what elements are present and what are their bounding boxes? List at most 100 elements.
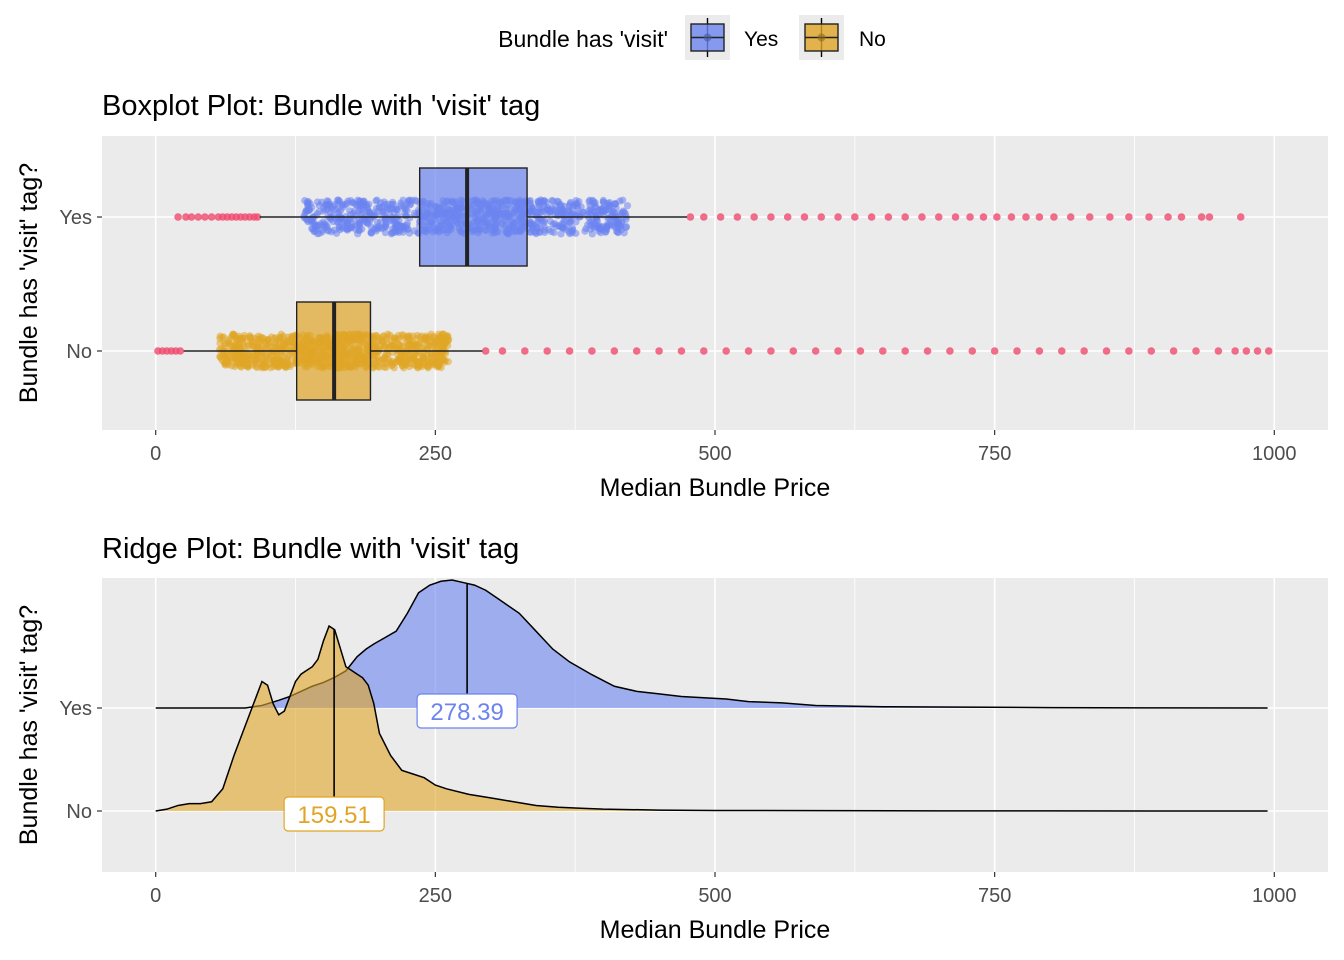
jitter-point <box>271 340 279 348</box>
outlier-point <box>565 347 574 355</box>
jitter-point <box>575 197 583 206</box>
jitter-point <box>564 207 572 215</box>
jitter-point <box>557 230 565 238</box>
x-tick-label: 250 <box>419 443 452 465</box>
jitter-point <box>390 336 399 344</box>
jitter-point <box>419 355 427 363</box>
jitter-point <box>370 359 378 367</box>
box-yes <box>418 167 528 267</box>
outlier-point <box>789 347 798 355</box>
jitter-point <box>537 197 546 205</box>
y-tick-label: No <box>66 801 92 823</box>
outlier-point <box>700 213 708 221</box>
ridge-title: Ridge Plot: Bundle with 'visit' tag <box>102 533 519 565</box>
jitter-point <box>623 202 632 210</box>
outlier-point <box>1013 347 1021 355</box>
jitter-point <box>216 353 224 361</box>
jitter-point <box>348 220 356 229</box>
outlier-point <box>182 213 190 221</box>
jitter-point <box>373 332 381 340</box>
median-label-box <box>416 693 518 729</box>
outlier-point <box>1035 213 1044 221</box>
outlier-point <box>1231 347 1239 355</box>
jitter-point <box>324 227 333 235</box>
outlier-point <box>834 213 842 221</box>
jitter-point <box>400 364 408 372</box>
jitter-point <box>535 208 543 216</box>
jitter-point <box>265 339 273 347</box>
jitter-point <box>402 212 410 220</box>
outlier-point <box>1080 347 1088 355</box>
jitter-point <box>349 209 358 217</box>
outlier-point <box>700 347 708 355</box>
jitter-point <box>572 212 580 220</box>
jitter-point <box>267 364 275 372</box>
ridge-x-axis-label: Median Bundle Price <box>600 916 831 944</box>
jitter-point <box>606 198 614 207</box>
jitter-point <box>384 200 392 208</box>
jitter-point <box>336 206 345 215</box>
jitter-point <box>527 220 535 228</box>
x-tick-label: 500 <box>698 443 731 465</box>
boxplot-y-ticks: Yes No <box>59 207 102 363</box>
jitter-point <box>541 228 549 237</box>
outlier-point <box>934 213 943 221</box>
outlier-point <box>918 213 926 221</box>
ridge-y-ticks: Yes No <box>59 698 102 823</box>
jitter-point <box>429 358 437 366</box>
outlier-point <box>968 347 977 355</box>
outlier-point <box>1102 347 1111 355</box>
jitter-point <box>315 208 323 216</box>
x-tick-label: 750 <box>978 885 1011 907</box>
jitter-point <box>557 201 565 209</box>
outlier-point <box>1253 347 1262 355</box>
jitter-point <box>389 200 397 208</box>
jitter-point <box>258 341 267 349</box>
jitter-point <box>418 332 426 340</box>
outlier-point <box>1147 347 1156 355</box>
outlier-point <box>867 213 876 221</box>
ridge-outline-no <box>155 624 1268 812</box>
outliers-no <box>154 347 1273 355</box>
outlier-point <box>1145 213 1153 221</box>
jitter-point <box>413 340 422 349</box>
outlier-point <box>1066 213 1075 221</box>
jitter-point <box>541 203 549 211</box>
jitter-point <box>619 196 627 204</box>
jitter-point <box>382 219 391 227</box>
median-label: 159.51 <box>297 802 370 829</box>
jitter-point <box>251 342 259 351</box>
jitter-point <box>273 362 281 370</box>
outlier-point <box>1125 347 1133 355</box>
jitter-point <box>252 362 260 371</box>
jitter-point <box>354 230 362 238</box>
jitter-point <box>595 224 604 233</box>
outlier-point <box>686 213 695 221</box>
jitter-point <box>253 350 261 358</box>
x-tick-label: 500 <box>698 885 731 907</box>
jitter-point <box>331 205 339 214</box>
outlier-point <box>1125 213 1133 221</box>
jitter-point <box>548 196 556 205</box>
jitter-point <box>617 222 625 230</box>
jitter-point <box>547 227 555 236</box>
jitter-point <box>566 200 574 208</box>
ridge-y-axis-label: Bundle has 'visit' tag? <box>15 605 43 845</box>
jitter-point <box>619 207 627 215</box>
jitter-point <box>246 338 255 346</box>
jitter-point <box>589 197 598 205</box>
jitter-point <box>405 341 413 350</box>
jitter-point <box>387 342 395 350</box>
boxplot-title: Boxplot Plot: Bundle with 'visit' tag <box>102 90 540 122</box>
jitter-point <box>602 206 610 214</box>
ridge-x-ticks: 0 250 500 750 1000 <box>150 872 1297 907</box>
jitter-point <box>601 228 609 236</box>
outlier-point <box>1264 347 1273 355</box>
outlier-point <box>1164 213 1172 221</box>
jitter-point <box>237 363 245 371</box>
outlier-point <box>951 213 960 221</box>
jitter-point <box>363 206 371 214</box>
y-tick-label: Yes <box>59 698 92 720</box>
median-label: 278.39 <box>430 699 503 726</box>
outlier-point <box>521 347 529 355</box>
